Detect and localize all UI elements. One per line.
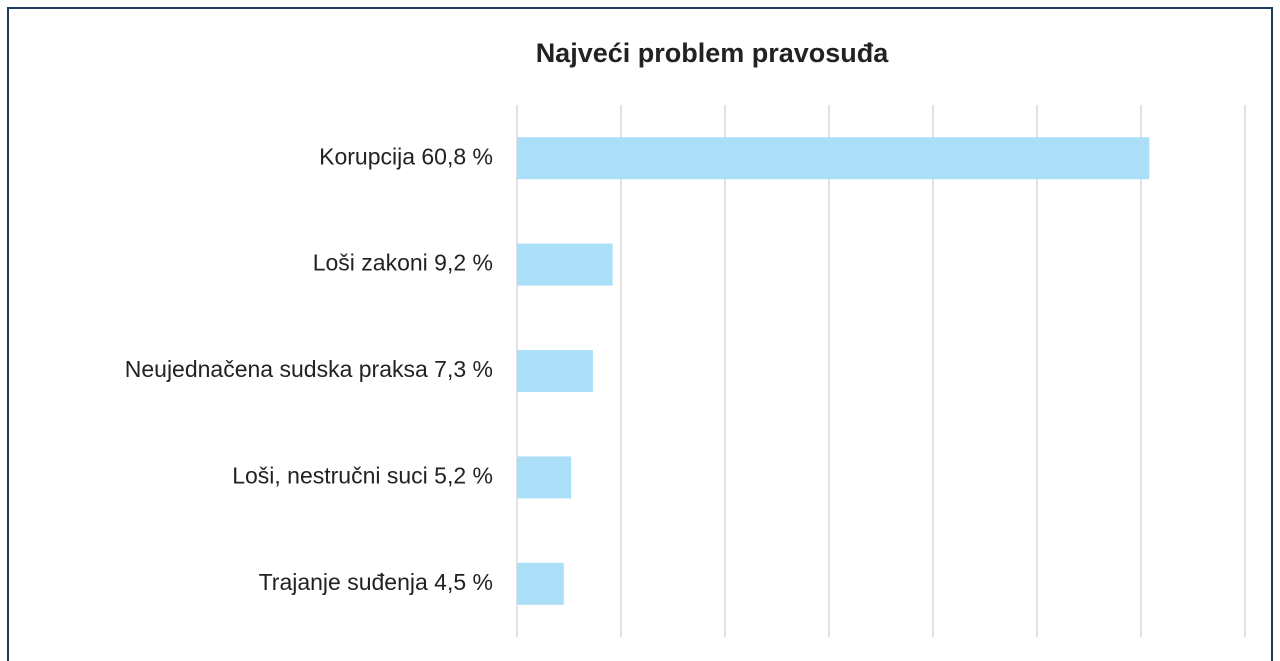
bar	[517, 456, 572, 499]
y-tick-label: Korupcija 60,8 %	[319, 143, 493, 169]
frame	[7, 7, 1273, 661]
y-tick-label: Loši zakoni 9,2 %	[313, 250, 493, 276]
chart-title: Najveći problem pravosuđa	[536, 38, 890, 68]
y-tick-label: Loši, nestručni suci 5,2 %	[232, 462, 493, 488]
y-tick-label: Neujednačena sudska praksa 7,3 %	[125, 356, 493, 382]
bar	[517, 350, 593, 392]
bar	[517, 137, 1150, 180]
bar	[517, 243, 613, 286]
bar	[517, 562, 564, 605]
y-tick-label: Trajanje suđenja 4,5 %	[259, 569, 493, 595]
